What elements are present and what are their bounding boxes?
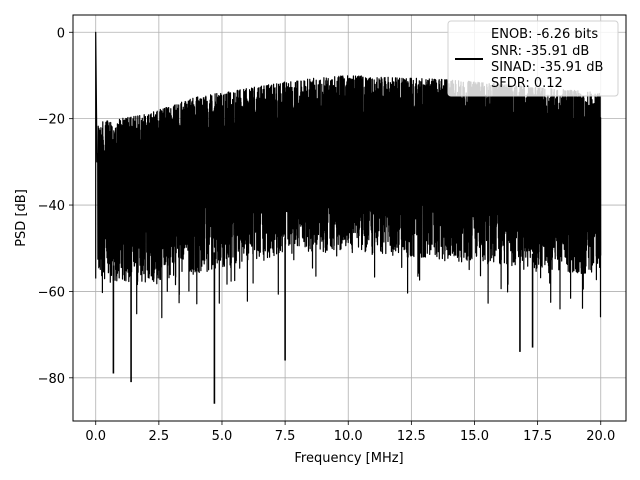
x-tick-label: 10.0	[334, 429, 363, 444]
x-tick-label: 7.5	[275, 429, 296, 444]
x-tick-label: 20.0	[586, 429, 615, 444]
legend-sinad: SINAD: -35.91 dB	[491, 60, 603, 75]
psd-series-line	[95, 31, 602, 319]
x-tick-label: 2.5	[149, 429, 170, 444]
legend-sfdr: SFDR: 0.12	[491, 76, 563, 91]
plot-area	[95, 31, 602, 404]
x-axis: 0.0 2.5 5.0 7.5 10.0 12.5 15.0 17.5 20.0	[85, 421, 615, 444]
y-axis: 0 −20 −40 −60 −80	[38, 26, 73, 387]
x-axis-label: Frequency [MHz]	[294, 451, 403, 466]
x-tick-label: 12.5	[397, 429, 426, 444]
legend-enob: ENOB: -6.26 bits	[491, 27, 598, 42]
x-tick-label: 5.0	[212, 429, 233, 444]
x-tick-label: 0.0	[85, 429, 106, 444]
x-tick-label: 17.5	[523, 429, 552, 444]
y-tick-label: −40	[38, 199, 65, 214]
plot-frame	[72, 14, 627, 422]
legend-box	[447, 20, 619, 97]
y-axis-label: PSD [dB]	[14, 189, 29, 247]
x-tick-label: 15.0	[460, 429, 489, 444]
y-tick-label: −60	[38, 285, 65, 300]
y-tick-label: −80	[38, 372, 65, 387]
y-tick-label: 0	[57, 26, 65, 41]
legend-snr: SNR: -35.91 dB	[491, 44, 589, 59]
legend: ENOB: -6.26 bits SNR: -35.91 dB SINAD: -…	[447, 20, 619, 97]
y-tick-label: −20	[38, 113, 65, 128]
